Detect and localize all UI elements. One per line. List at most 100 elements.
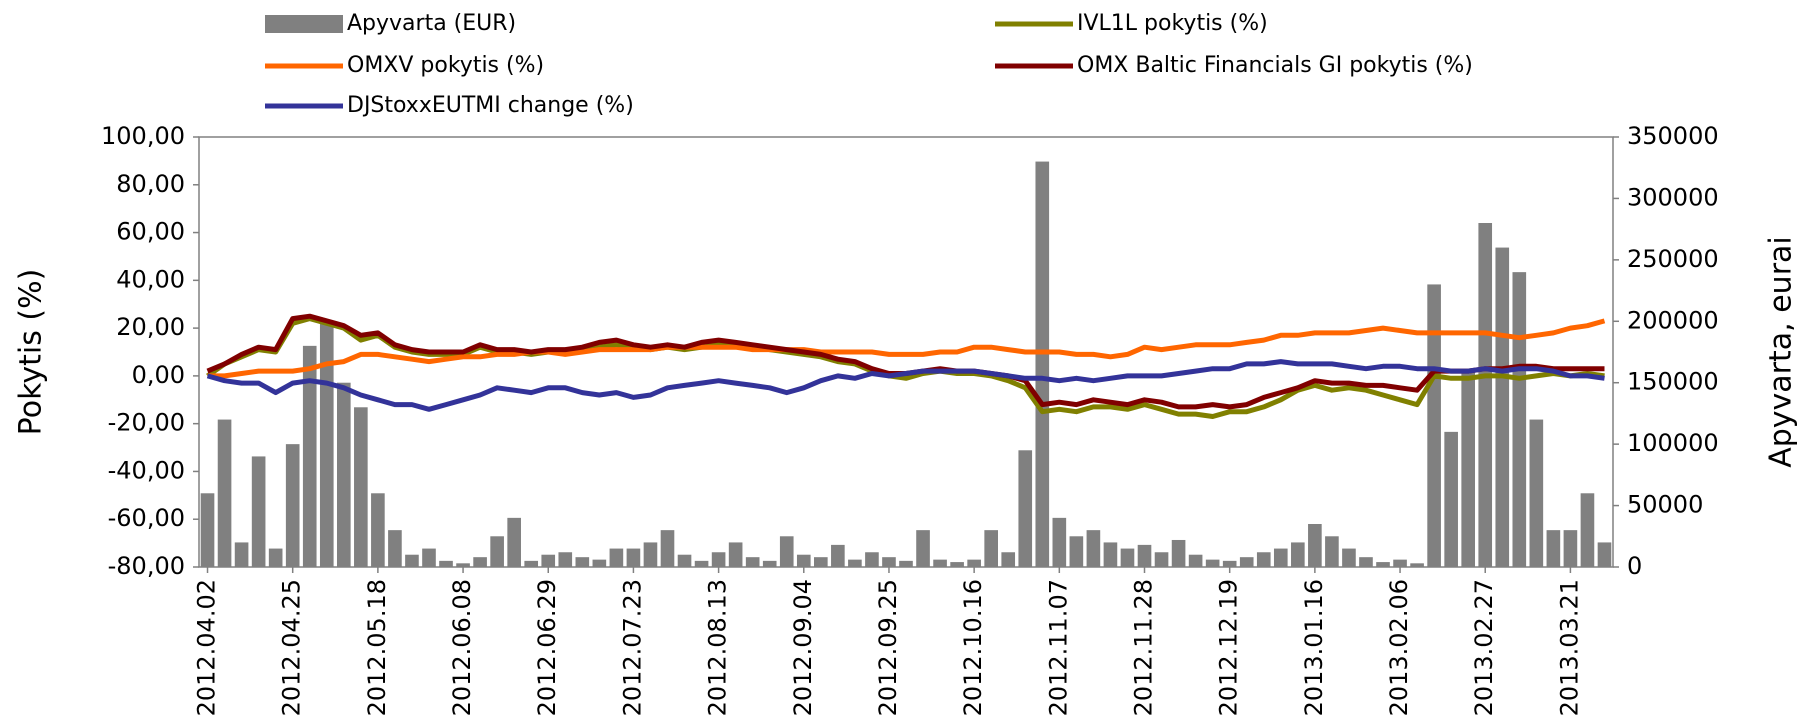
y-tick-label: 80,00 bbox=[116, 170, 185, 198]
y-axis-title: Pokytis (%) bbox=[14, 269, 49, 436]
bar bbox=[1239, 557, 1254, 567]
bar bbox=[234, 542, 249, 567]
bar bbox=[592, 559, 607, 567]
bar bbox=[490, 536, 504, 567]
bar bbox=[1478, 223, 1493, 567]
bar bbox=[319, 321, 334, 567]
bar bbox=[1495, 247, 1510, 568]
bar bbox=[1205, 559, 1220, 567]
y-tick-label: -40,00 bbox=[108, 456, 185, 484]
bar bbox=[694, 560, 709, 567]
bar bbox=[814, 557, 828, 567]
bar bbox=[933, 559, 947, 567]
bar bbox=[1273, 548, 1288, 567]
x-tick-label: 2013.02.06 bbox=[1385, 579, 1413, 716]
y2-tick-label: 50000 bbox=[1627, 491, 1703, 519]
bar bbox=[1546, 530, 1561, 567]
bar bbox=[1222, 560, 1237, 567]
bar bbox=[1563, 530, 1578, 567]
bar bbox=[1171, 539, 1186, 567]
bar bbox=[762, 560, 777, 567]
bar bbox=[609, 548, 624, 567]
y2-tick-label: 300000 bbox=[1627, 183, 1719, 211]
x-tick-label: 2012.05.18 bbox=[363, 579, 391, 716]
bar bbox=[1188, 554, 1203, 567]
bar bbox=[1052, 517, 1067, 567]
x-tick-label: 2012.11.07 bbox=[1044, 579, 1072, 716]
bar bbox=[711, 552, 726, 567]
y-tick-label: 0,00 bbox=[132, 361, 185, 389]
x-tick-label: 2012.07.23 bbox=[618, 579, 646, 716]
bar bbox=[1597, 542, 1612, 567]
y2-tick-label: 250000 bbox=[1627, 245, 1719, 273]
bar bbox=[405, 554, 419, 567]
x-tick-label: 2013.03.21 bbox=[1555, 579, 1583, 716]
bar bbox=[1086, 530, 1101, 567]
bar bbox=[200, 493, 215, 567]
legend-label: OMXV pokytis (%) bbox=[347, 53, 544, 78]
bar bbox=[1001, 552, 1016, 567]
bar bbox=[745, 557, 760, 567]
bar bbox=[1376, 562, 1390, 567]
x-tick-label: 2012.04.25 bbox=[278, 579, 306, 716]
bar bbox=[217, 419, 232, 567]
bar bbox=[336, 382, 351, 567]
y2-tick-label: 350000 bbox=[1627, 122, 1719, 150]
bar bbox=[251, 456, 266, 567]
y-tick-label: 100,00 bbox=[101, 122, 185, 150]
bar bbox=[1580, 493, 1595, 567]
x-tick-label: 2012.11.28 bbox=[1130, 579, 1158, 716]
bar bbox=[1325, 536, 1339, 567]
bar bbox=[1444, 431, 1458, 567]
legend-swatch bbox=[265, 15, 343, 33]
y-tick-label: -20,00 bbox=[108, 409, 185, 437]
x-tick-label: 2013.02.27 bbox=[1470, 579, 1498, 716]
legend-label: OMX Baltic Financials GI pokytis (%) bbox=[1077, 53, 1473, 78]
bar bbox=[456, 563, 470, 567]
y-tick-label: 60,00 bbox=[116, 218, 185, 246]
y2-tick-label: 200000 bbox=[1627, 306, 1719, 334]
bar bbox=[1069, 536, 1084, 567]
bar bbox=[967, 559, 981, 567]
legend-label: Apyvarta (EUR) bbox=[347, 11, 516, 36]
y-tick-label: 20,00 bbox=[116, 313, 185, 341]
bar bbox=[916, 530, 930, 567]
bar bbox=[796, 554, 811, 567]
bar bbox=[507, 517, 521, 567]
bar bbox=[1120, 548, 1135, 567]
y2-axis-title: Apyvarta, eurai bbox=[1764, 236, 1799, 468]
bar bbox=[1427, 284, 1441, 567]
bar bbox=[882, 557, 896, 567]
x-tick-label: 2012.12.19 bbox=[1215, 579, 1243, 716]
bar bbox=[899, 560, 913, 567]
bar bbox=[984, 530, 998, 567]
y-tick-label: 40,00 bbox=[116, 265, 185, 293]
x-tick-label: 2012.08.13 bbox=[704, 579, 732, 716]
line-series bbox=[206, 359, 1605, 412]
x-tick-label: 2012.06.08 bbox=[448, 579, 476, 716]
bar bbox=[1256, 552, 1271, 567]
bar bbox=[1461, 370, 1476, 567]
bar bbox=[728, 542, 743, 567]
bar bbox=[848, 559, 862, 567]
plot-frame bbox=[198, 136, 1614, 568]
bar bbox=[1308, 524, 1322, 567]
bar bbox=[371, 493, 385, 567]
bar bbox=[643, 542, 658, 567]
bar bbox=[575, 557, 590, 567]
bar bbox=[626, 548, 641, 567]
x-tick-label: 2012.10.16 bbox=[959, 579, 987, 716]
bar bbox=[268, 548, 283, 567]
y2-tick-label: 0 bbox=[1627, 552, 1642, 580]
bar bbox=[473, 557, 487, 567]
bar bbox=[285, 444, 300, 567]
bar bbox=[524, 560, 539, 567]
bar bbox=[422, 548, 436, 567]
legend-label: IVL1L pokytis (%) bbox=[1077, 11, 1268, 36]
bar bbox=[541, 554, 556, 567]
line-series bbox=[207, 318, 1606, 379]
y2-tick-label: 100000 bbox=[1627, 429, 1719, 457]
bar bbox=[865, 552, 879, 567]
bar bbox=[1103, 542, 1118, 567]
